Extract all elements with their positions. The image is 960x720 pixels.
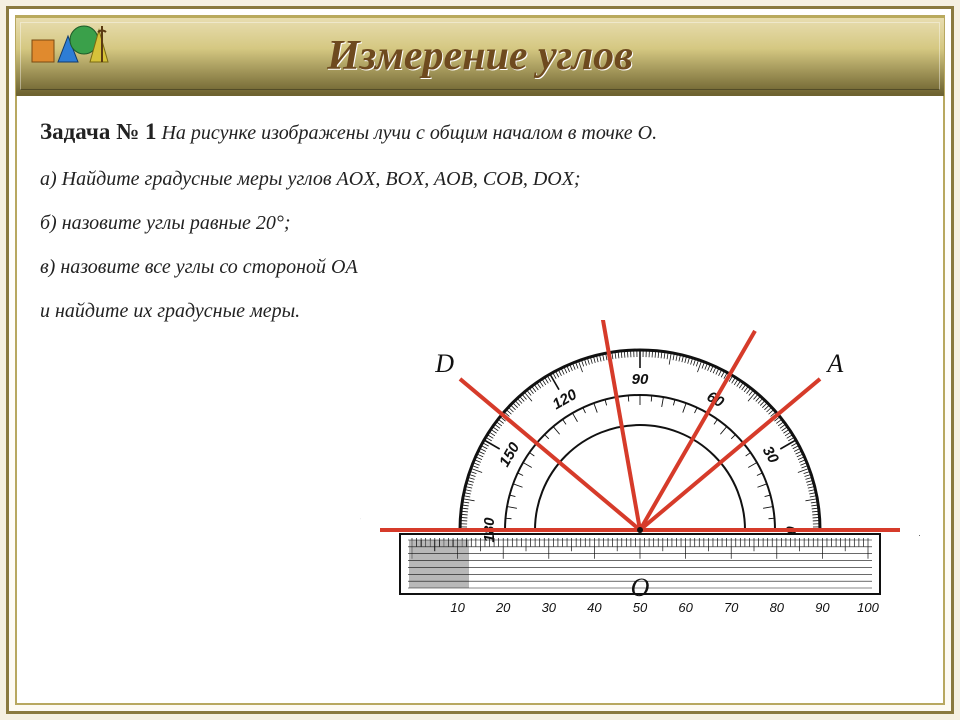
ruler-label: 40	[587, 600, 602, 615]
task-intro: На рисунке изображены лучи с общим начал…	[161, 122, 657, 144]
ruler-label: 10	[450, 600, 465, 615]
ruler-label: 80	[770, 600, 785, 615]
arc-inner	[505, 395, 775, 530]
slide-title: Измерение углов	[327, 32, 633, 80]
item-b: б) назовите углы равные 20°;	[40, 204, 920, 242]
protractor-figure: 1020304050607080901000306090120150180XAB…	[360, 320, 920, 700]
arc-label: 30	[759, 443, 782, 467]
ray-A	[640, 379, 820, 530]
ray-D	[460, 379, 640, 530]
ruler-label: 70	[724, 600, 739, 615]
task-line: Задача № 1 На рисунке изображены лучи с …	[40, 110, 920, 154]
arc-label: 150	[496, 439, 524, 470]
content-area: Задача № 1 На рисунке изображены лучи с …	[40, 110, 920, 690]
title-bar: Измерение углов	[16, 16, 944, 96]
ruler-label: 90	[815, 600, 830, 615]
ray-label-B: B	[757, 320, 773, 325]
ray-label-X: X	[919, 513, 920, 542]
arc-label: 120	[550, 386, 581, 414]
ruler-label: 20	[495, 600, 511, 615]
ray-label-D: D	[434, 349, 454, 378]
ruler-label: 100	[857, 600, 879, 615]
ruler-label: 60	[678, 600, 693, 615]
ray-label-Z: Z	[360, 513, 361, 542]
ruler-label: 50	[633, 600, 648, 615]
arc-label: 90	[632, 371, 649, 388]
origin-label: O	[631, 573, 650, 602]
logo-shapes	[30, 6, 110, 70]
item-a: а) Найдите градусные меры углов AOX, BOX…	[40, 160, 920, 198]
item-c: в) назовите все углы со стороной OA	[40, 248, 920, 286]
ray-label-A: A	[825, 349, 843, 378]
task-label: Задача № 1	[40, 119, 156, 144]
ruler-label: 30	[542, 600, 557, 615]
